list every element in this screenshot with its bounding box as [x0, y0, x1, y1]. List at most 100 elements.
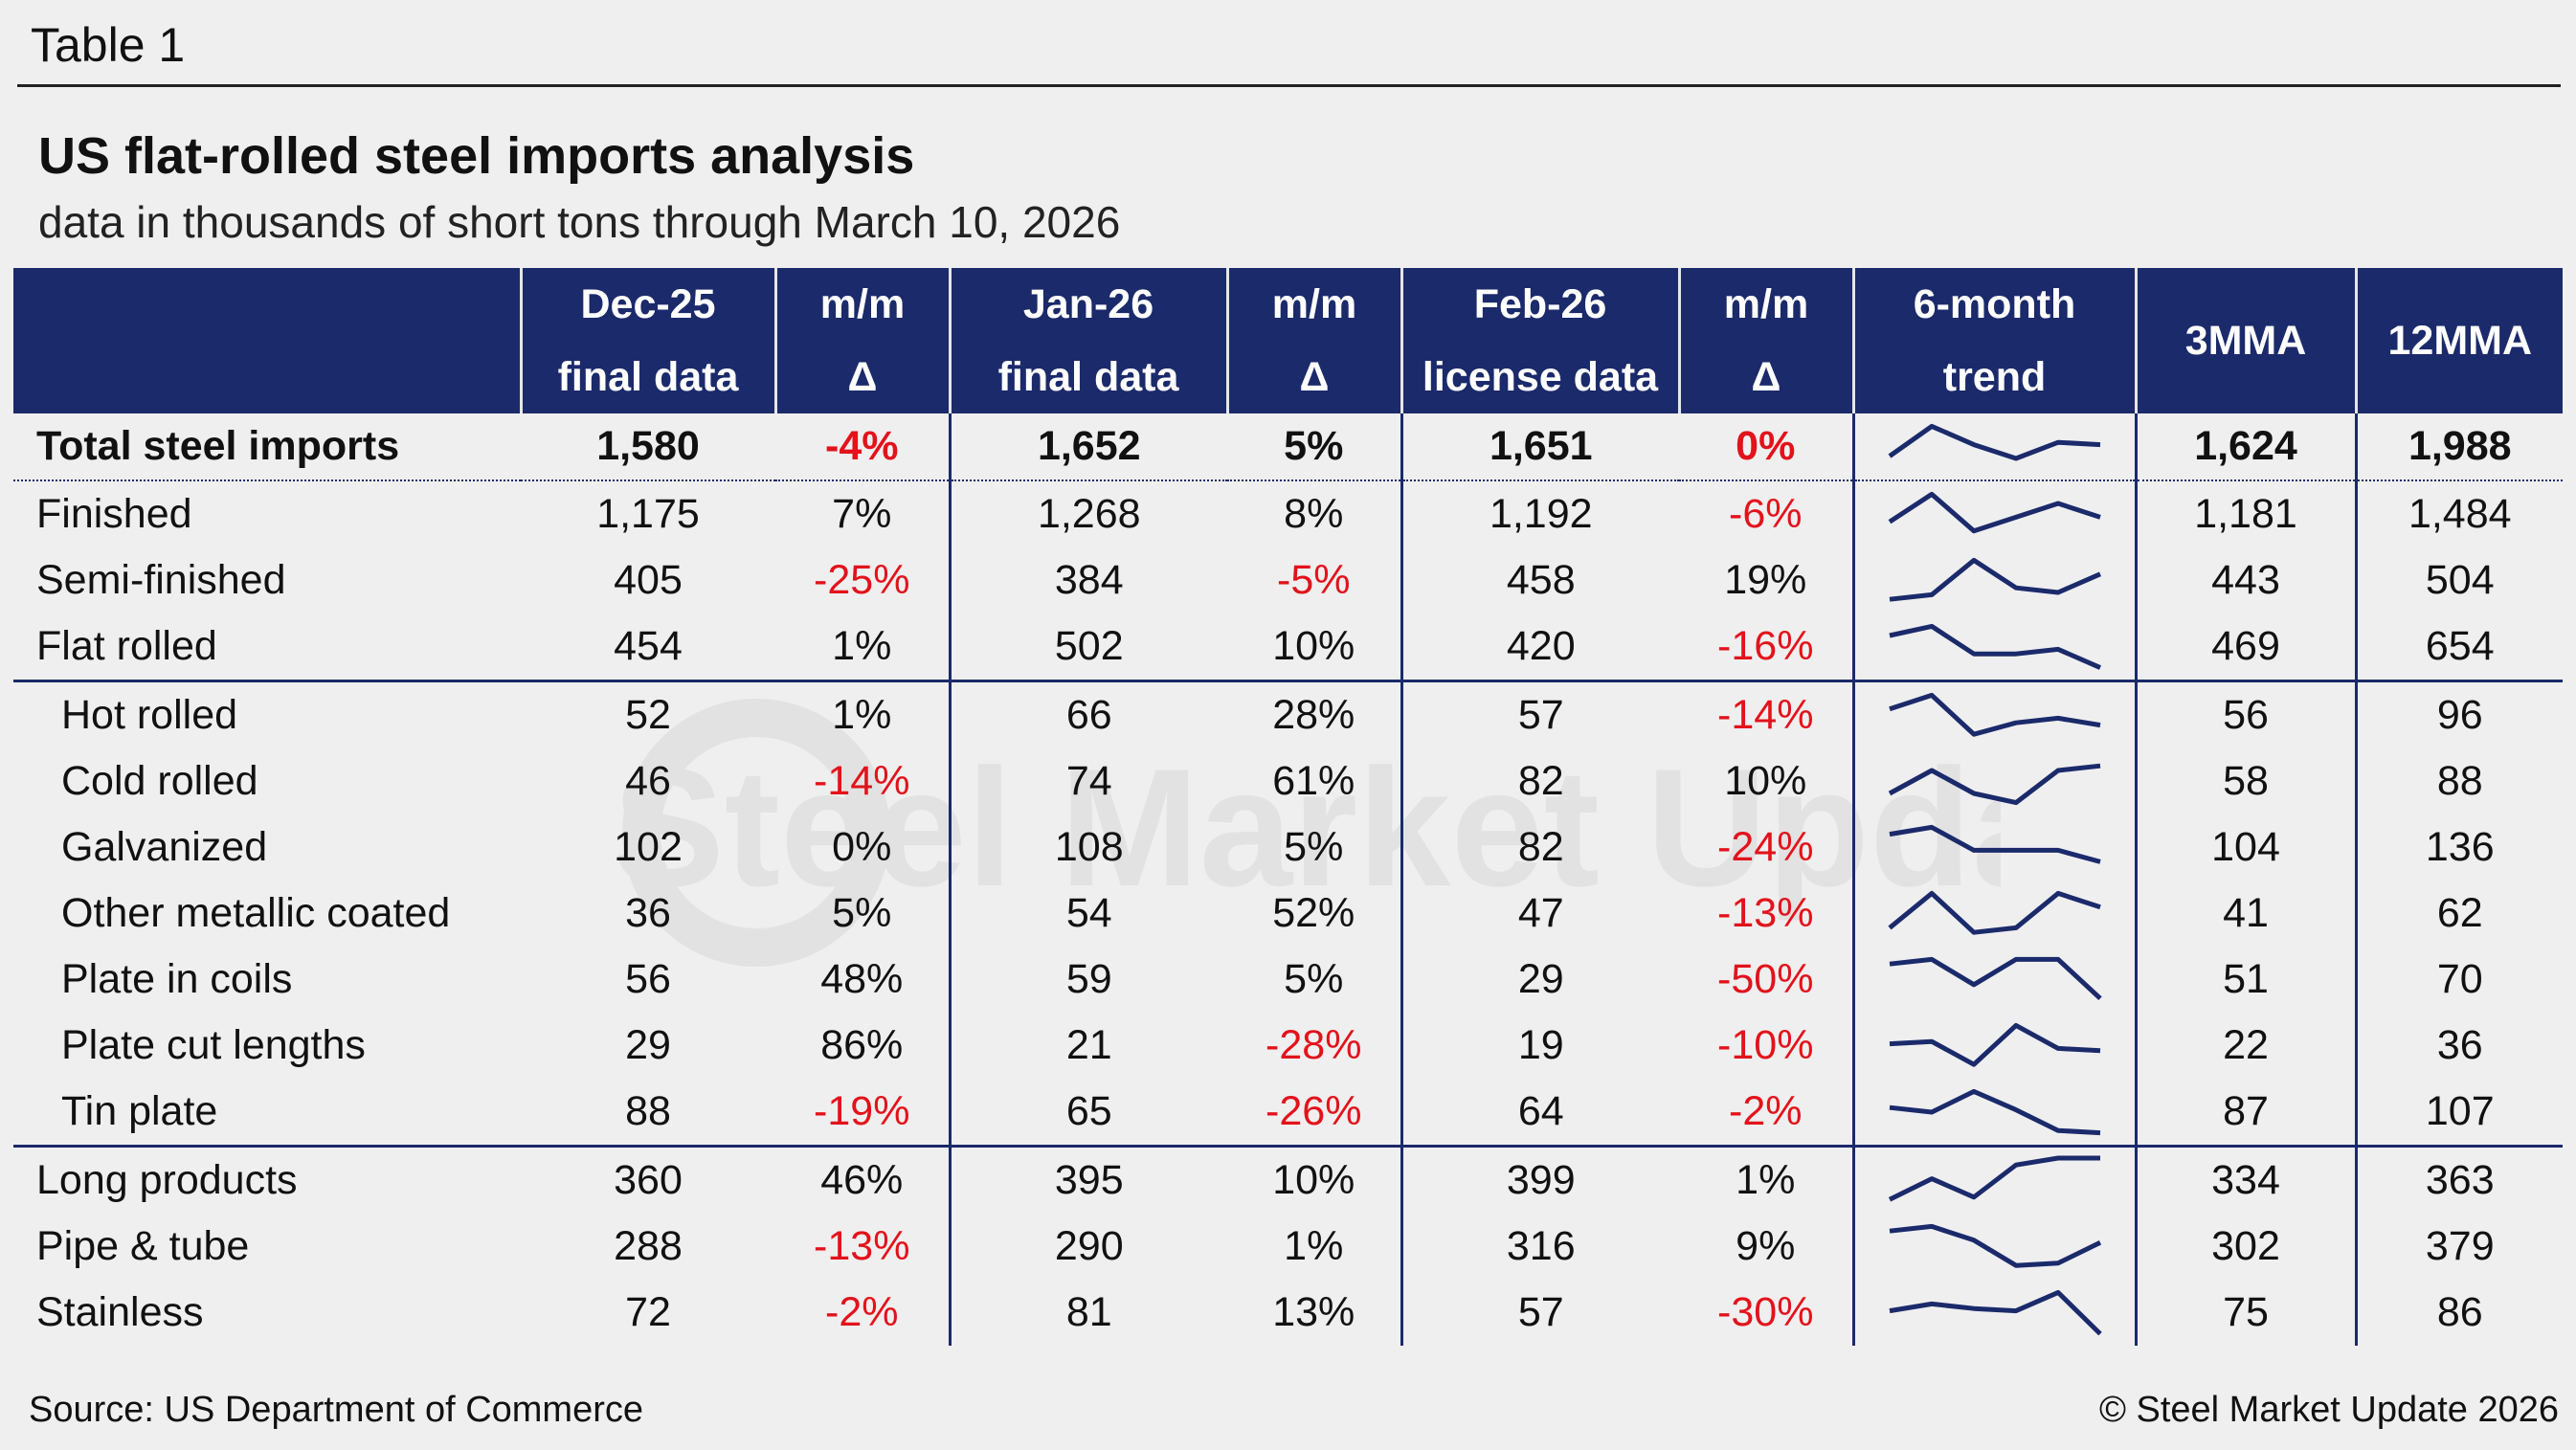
12mma-value: 379 [2425, 1223, 2495, 1269]
trend-line [1887, 890, 2101, 935]
feb-value: 1,651 [1401, 413, 1679, 481]
12mma-value: 36 [2436, 1022, 2483, 1068]
row-label: Hot rolled [13, 680, 521, 748]
feb-value: 29 [1517, 956, 1564, 1002]
12mma-value: 86 [2436, 1289, 2483, 1335]
12mma-value: 70 [2436, 956, 2483, 1002]
trend-sparkline [1888, 623, 2101, 670]
feb-mm-change: -6% [1679, 480, 1855, 547]
dec-mm-change: 7% [775, 480, 952, 547]
trend-line [1888, 623, 2101, 670]
table-row: Plate in coils 56 48% 59 5% 29 -50% 51 70 [13, 947, 2563, 1013]
trend-sparkline [1887, 890, 2101, 935]
page-subtitle: data in thousands of short tons through … [38, 197, 1121, 247]
dec-mm-change: 0% [775, 814, 952, 881]
trend-sparkline [1889, 557, 2101, 602]
trend-sparkline [1889, 956, 2102, 1000]
table-row: Pipe & tube 288 -13% 290 1% 316 9% 302 379 [13, 1214, 2563, 1280]
dec-mm-change: -14% [775, 748, 952, 814]
dec-mm-change: 46% [775, 1145, 952, 1214]
row-label: Long products [13, 1145, 521, 1214]
12mma-value: 88 [2436, 758, 2483, 804]
table-row: Long products 360 46% 395 10% 399 1% 334 363 [13, 1145, 2563, 1214]
trend-cell [1853, 1079, 2138, 1147]
feb-value: 82 [1517, 824, 1564, 870]
row-label: Other metallic coated [61, 890, 451, 936]
trend-cell [1853, 1145, 2138, 1214]
trend-line [1889, 956, 2102, 1000]
trend-cell [1853, 613, 2138, 681]
12mma-value: 1,484 [2408, 491, 2512, 537]
jan-mm-change: 5% [1227, 947, 1403, 1013]
feb-value: 82 [1517, 758, 1564, 804]
trend-cell [1853, 547, 2138, 613]
jan-value: 21 [1065, 1022, 1112, 1068]
feb-mm-change: 0% [1679, 413, 1855, 481]
table-row: Plate cut lengths 29 86% 21 -28% 19 -10% 22 36 [13, 1013, 2563, 1079]
table-row: Flat rolled 454 1% 502 10% 420 -16% 469 654 [13, 613, 2563, 681]
dec-value: 36 [625, 890, 671, 936]
dec-value: 29 [625, 1022, 671, 1068]
12mma-value: 107 [2425, 1088, 2495, 1134]
trend-cell [1853, 748, 2138, 814]
trend-line [1888, 491, 2101, 533]
dec-value: 88 [625, 1088, 671, 1134]
col-header-dec: Dec-25 final data [519, 268, 775, 413]
row-label: Tin plate [61, 1088, 218, 1134]
dec-value: 1,175 [596, 491, 700, 537]
imports-table-wrapper: Dec-25 final data m/m Δ Jan-26 final data m… [13, 268, 2563, 1346]
dec-mm-change: 48% [775, 947, 952, 1013]
header-row: Dec-25 final data m/m Δ Jan-26 final data m… [13, 268, 2563, 413]
jan-value: 108 [1054, 824, 1124, 870]
feb-value: 64 [1517, 1088, 1564, 1134]
12mma-value: 1,988 [2356, 413, 2563, 481]
trend-cell [1853, 480, 2138, 547]
trend-line [1889, 1022, 2100, 1067]
jan-value: 65 [1065, 1088, 1112, 1134]
feb-mm-change: 9% [1679, 1214, 1855, 1280]
trend-cell [1853, 814, 2138, 881]
top-rule [17, 84, 2561, 87]
trend-sparkline [1889, 1022, 2100, 1067]
dec-mm-change: -4% [775, 413, 952, 481]
jan-value: 395 [950, 1145, 1227, 1214]
table-row: Finished 1,175 7% 1,268 8% 1,192 -6% 1,181 1,484 [13, 480, 2563, 547]
3mma-value: 334 [2136, 1145, 2358, 1214]
trend-line [1888, 692, 2100, 737]
3mma-value: 87 [2136, 1079, 2358, 1147]
trend-cell [1853, 1280, 2138, 1346]
trend-sparkline [1888, 491, 2101, 533]
page-title: US flat-rolled steel imports analysis [38, 127, 915, 185]
jan-value: 59 [1065, 956, 1112, 1002]
trend-sparkline [1889, 824, 2101, 864]
trend-cell [1853, 680, 2138, 748]
jan-value: 74 [1065, 758, 1112, 804]
table-row: Stainless 72 -2% 81 13% 57 -30% 75 86 [13, 1280, 2563, 1346]
trend-cell [1853, 1013, 2138, 1079]
col-header-jan: Jan-26 final data [948, 268, 1227, 413]
trend-line [1888, 423, 2100, 460]
3mma-value: 22 [2136, 1013, 2358, 1079]
dec-value: 360 [521, 1145, 775, 1214]
3mma-value: 41 [2136, 881, 2358, 947]
col-header-3mma: 3MMA [2134, 268, 2356, 413]
row-label: Plate in coils [61, 956, 293, 1002]
jan-mm-change: 28% [1227, 680, 1403, 748]
3mma-value: 469 [2136, 613, 2358, 681]
feb-mm-change: -16% [1679, 613, 1855, 681]
trend-cell [1853, 881, 2138, 947]
col-header-feb-mm: m/m Δ [1677, 268, 1853, 413]
jan-value: 384 [1054, 557, 1124, 603]
3mma-value: 104 [2136, 814, 2358, 881]
feb-mm-change: -13% [1679, 881, 1855, 947]
trend-line [1889, 1223, 2101, 1268]
trend-cell [1853, 413, 2138, 481]
12mma-value: 363 [2356, 1145, 2563, 1214]
12mma-value: 654 [2425, 623, 2495, 669]
row-label: Cold rolled [61, 758, 258, 804]
jan-value: 502 [1054, 623, 1124, 669]
feb-value: 47 [1517, 890, 1564, 936]
trend-line [1888, 1155, 2100, 1201]
jan-mm-change: 10% [1227, 613, 1403, 681]
jan-mm-change: -28% [1227, 1013, 1403, 1079]
